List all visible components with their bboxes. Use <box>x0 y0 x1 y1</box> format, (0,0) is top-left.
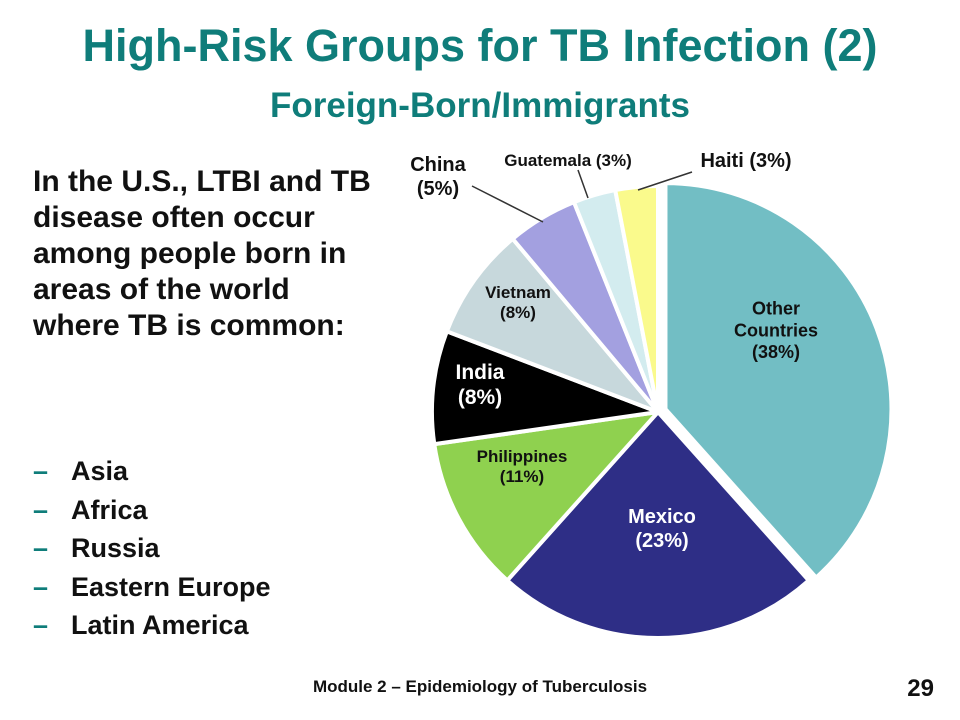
pie-slice-other-countries <box>663 181 894 580</box>
region-label: Asia <box>71 456 129 486</box>
slide-subtitle: Foreign-Born/Immigrants <box>269 86 691 125</box>
leader-line <box>471 185 544 223</box>
intro-text: In the U.S., LTBI and TB disease often o… <box>33 165 371 342</box>
leader-line <box>577 169 589 199</box>
bullet-dash: – <box>33 456 49 486</box>
region-label: Russia <box>71 533 160 563</box>
slide-title: High-Risk Groups for TB Infection (2) <box>82 20 878 71</box>
footer-text: Module 2 – Epidemiology of Tuberculosis <box>312 677 648 696</box>
data-label-other-countries: Other Countries (38%) <box>734 299 818 362</box>
data-label-vietnam: Vietnam (8%) <box>485 283 551 322</box>
region-item: – Latin America <box>33 606 271 645</box>
region-item: – Eastern Europe <box>33 568 271 607</box>
data-label-india: India (8%) <box>455 361 504 409</box>
region-item: – Russia <box>33 529 271 568</box>
region-label: Africa <box>71 494 148 525</box>
bullet-dash: – <box>33 571 49 602</box>
data-label-haiti: Haiti (3%) <box>700 150 791 172</box>
region-list: – Asia – Africa – Russia – Eastern Europe – L… <box>33 452 271 645</box>
data-label-guatemala: Guatemala (3%) <box>504 151 632 170</box>
region-item: – Asia <box>33 452 271 491</box>
data-label-china: China (5%) <box>410 154 466 200</box>
pie-slice-philippines <box>432 410 660 583</box>
pie-slice-haiti <box>613 184 660 414</box>
region-item: – Africa <box>33 491 271 530</box>
data-label-philippines: Philippines (11%) <box>477 447 568 486</box>
pie-slice-india <box>430 329 660 447</box>
bullet-dash: – <box>33 610 49 640</box>
pie-slice-mexico <box>505 410 811 640</box>
leader-line <box>637 171 693 191</box>
pie-slice-vietnam <box>444 236 660 414</box>
page-number: 29 <box>907 675 934 702</box>
region-label: Eastern Europe <box>71 571 271 602</box>
bullet-dash: – <box>33 533 49 563</box>
region-label: Latin America <box>71 610 249 640</box>
bullet-dash: – <box>33 494 49 525</box>
data-label-mexico: Mexico (23%) <box>628 506 696 552</box>
